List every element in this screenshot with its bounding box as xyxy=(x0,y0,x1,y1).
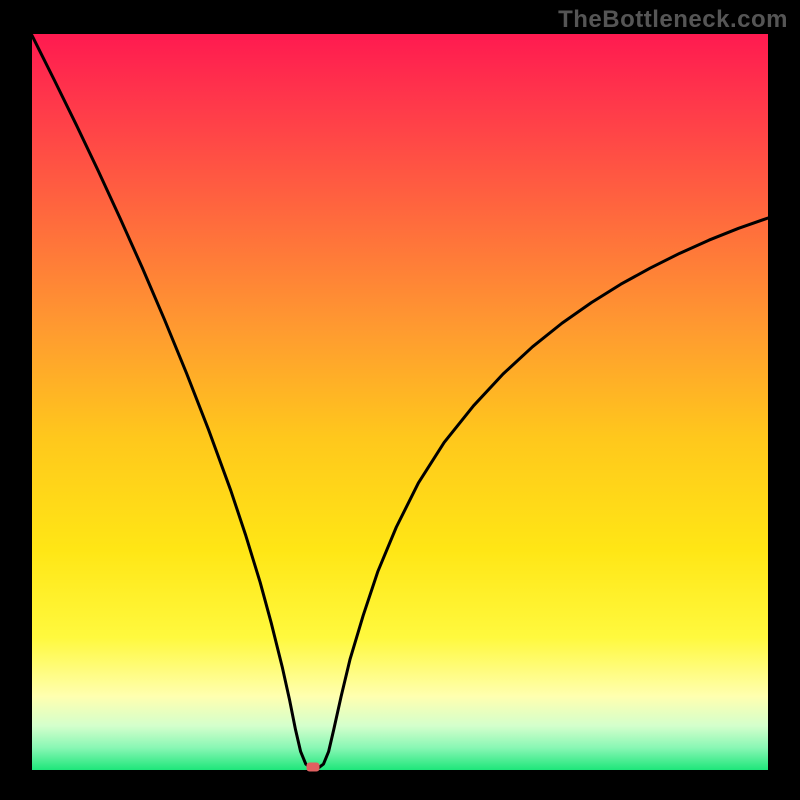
bottleneck-curve xyxy=(32,34,768,770)
curve-polyline xyxy=(32,35,768,768)
plot-area xyxy=(32,34,768,770)
watermark-text: TheBottleneck.com xyxy=(558,6,788,34)
min-marker xyxy=(307,763,320,772)
chart-stage: TheBottleneck.com xyxy=(0,0,800,800)
